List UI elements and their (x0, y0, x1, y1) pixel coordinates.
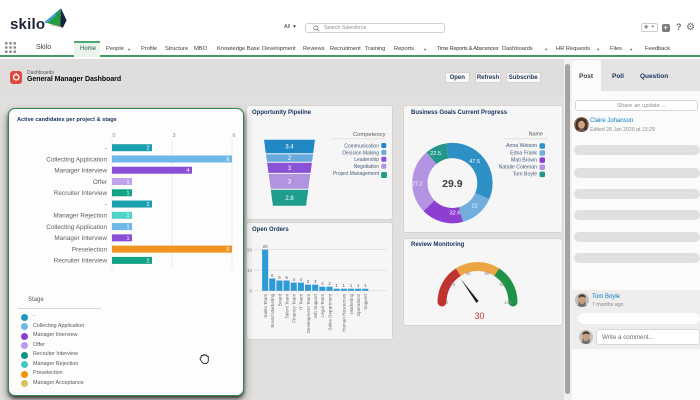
svg-text:6: 6 (271, 273, 274, 278)
svg-text:Edna Frank: Edna Frank (510, 150, 537, 156)
svg-text:6: 6 (227, 157, 230, 163)
svg-text:22.5: 22.5 (430, 151, 441, 157)
svg-text:2: 2 (321, 281, 324, 286)
svg-text:22: 22 (472, 204, 478, 210)
svg-text:Support: Support (363, 293, 368, 310)
svg-text:20: 20 (247, 247, 253, 252)
svg-text:29.9: 29.9 (442, 178, 463, 190)
svg-text:Negotiation: Negotiation (354, 164, 380, 170)
svg-text:Brand Marketing: Brand Marketing (270, 293, 275, 327)
svg-text:Board: Board (277, 293, 282, 306)
svg-text:4: 4 (187, 168, 190, 174)
svg-text:Collecting Application: Collecting Application (46, 224, 107, 231)
svg-text:4: 4 (292, 277, 295, 282)
svg-text:27.2: 27.2 (412, 182, 423, 188)
svg-text:2: 2 (288, 156, 292, 162)
svg-text:3: 3 (173, 133, 176, 139)
svg-text:Mati Brown: Mati Brown (511, 157, 537, 163)
svg-text:47.5: 47.5 (469, 159, 480, 165)
svg-text:Competency: Competency (353, 132, 386, 138)
svg-text:6: 6 (227, 247, 230, 253)
svg-text:Collecting Application: Collecting Application (46, 156, 107, 163)
svg-text:Human Resources: Human Resources (342, 293, 347, 332)
svg-text:0: 0 (446, 300, 449, 305)
svg-text:Preselection: Preselection (72, 246, 108, 253)
svg-text:2: 2 (147, 202, 150, 208)
svg-text:1: 1 (127, 213, 130, 219)
svg-text:Recruiter Interview: Recruiter Interview (54, 190, 108, 197)
svg-text:0: 0 (249, 289, 252, 294)
svg-text:32.6: 32.6 (450, 211, 461, 217)
svg-text:1: 1 (350, 283, 353, 288)
svg-text:30: 30 (474, 311, 484, 321)
svg-text:0: 0 (113, 133, 116, 139)
svg-text:Communication: Communication (344, 143, 379, 149)
svg-text:5: 5 (278, 275, 281, 280)
svg-text:4: 4 (300, 277, 303, 282)
svg-text:-: - (105, 145, 107, 152)
svg-text:20: 20 (263, 244, 269, 249)
svg-text:2.8: 2.8 (285, 196, 294, 202)
svg-text:2: 2 (147, 258, 150, 264)
svg-text:Marketing: Marketing (349, 293, 354, 314)
svg-text:Project Management: Project Management (333, 171, 380, 177)
svg-text:3: 3 (314, 279, 317, 284)
svg-text:Decision Making: Decision Making (342, 150, 379, 156)
svg-text:-: - (334, 293, 339, 295)
svg-text:1: 1 (343, 283, 346, 288)
svg-text:Recruiter Interview: Recruiter Interview (54, 258, 108, 265)
svg-text:1: 1 (357, 283, 360, 288)
svg-text:Sales Team: Sales Team (263, 294, 268, 318)
svg-text:2: 2 (328, 281, 331, 286)
svg-text:2: 2 (147, 146, 150, 152)
svg-text:Talent Team: Talent Team (284, 294, 289, 319)
svg-text:40: 40 (466, 271, 472, 276)
svg-text:100: 100 (504, 300, 512, 305)
svg-text:-: - (105, 201, 107, 208)
svg-text:Finance Team: Finance Team (292, 294, 297, 323)
svg-text:Name: Name (529, 132, 543, 138)
svg-text:Development Team: Development Team (306, 294, 311, 334)
svg-text:Legal Team: Legal Team (320, 294, 325, 318)
svg-text:Natalie Coleman: Natalie Coleman (499, 165, 537, 171)
svg-text:3: 3 (288, 166, 292, 172)
svg-text:6: 6 (233, 133, 236, 139)
svg-text:Manager Interview: Manager Interview (54, 168, 107, 175)
svg-text:1: 1 (127, 236, 130, 242)
svg-text:10: 10 (247, 268, 253, 273)
svg-text:Anna Watson: Anna Watson (506, 143, 537, 149)
svg-text:Tom Boyle: Tom Boyle (513, 172, 537, 178)
svg-text:Operations: Operations (356, 293, 361, 316)
svg-text:1: 1 (335, 283, 338, 288)
svg-text:Job Support: Job Support (313, 293, 318, 318)
svg-text:Manager Rejection: Manager Rejection (53, 213, 107, 220)
svg-text:1: 1 (127, 179, 130, 185)
svg-text:60: 60 (484, 271, 490, 276)
svg-text:3: 3 (307, 279, 310, 284)
svg-text:3.4: 3.4 (285, 145, 294, 151)
svg-text:1: 1 (364, 283, 367, 288)
svg-text:IT Team: IT Team (299, 294, 304, 311)
svg-text:3: 3 (288, 180, 292, 186)
svg-text:Manager Interview: Manager Interview (54, 235, 107, 242)
svg-text:20: 20 (450, 282, 456, 287)
svg-text:1: 1 (127, 191, 130, 197)
svg-text:Sales Department: Sales Department (327, 293, 332, 330)
svg-text:5: 5 (285, 275, 288, 280)
svg-text:80: 80 (500, 282, 506, 287)
svg-text:Offer: Offer (93, 179, 108, 186)
svg-text:1: 1 (127, 224, 130, 230)
svg-text:Leadership: Leadership (354, 157, 379, 163)
